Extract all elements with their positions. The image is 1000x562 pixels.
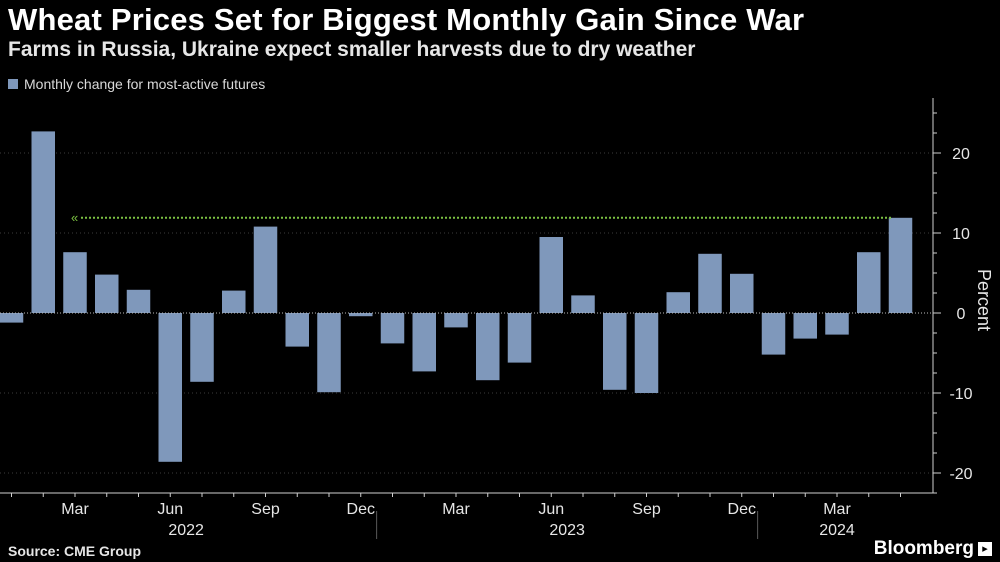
bloomberg-logo: Bloomberg ▸ [874,538,992,560]
bar [793,313,817,339]
bloomberg-terminal-icon: ▸ [978,542,992,556]
bar [31,131,55,313]
x-year-label: 2024 [819,522,855,539]
bar [730,273,754,313]
bar [63,252,87,313]
bar [95,274,119,313]
bar [634,313,659,393]
x-tick-label: Mar [823,501,851,518]
bar [761,313,786,355]
y-tick-label: 10 [952,226,970,243]
bar [253,226,278,313]
x-tick-label: Jun [538,501,564,518]
bar [222,290,246,313]
y-tick-label: -20 [949,466,972,483]
bar [126,289,151,313]
chart-title: Wheat Prices Set for Biggest Monthly Gai… [8,2,805,37]
legend-swatch [8,79,18,89]
bar [158,313,182,462]
y-tick-label: 0 [957,306,966,323]
x-tick-label: Dec [347,501,375,518]
bar [539,237,563,313]
brand-name: Bloomberg [873,538,974,559]
legend-label: Monthly change for most-active futures [24,76,266,92]
source-note: Source: CME Group [8,543,142,559]
bar [285,313,309,347]
bar [666,292,690,313]
x-tick-label: Mar [61,501,89,518]
bar [507,313,532,363]
bar [571,295,595,313]
bar [825,313,849,335]
bar [349,313,373,317]
y-axis-title: Percent [974,269,994,331]
bar [476,313,500,381]
bar [888,217,913,313]
x-year-label: 2022 [168,522,204,539]
x-tick-label: Mar [442,501,470,518]
x-tick-label: Sep [251,501,280,518]
bar [603,313,627,390]
reference-line-marker: « [71,210,78,225]
bar [317,313,341,393]
x-tick-label: Dec [728,501,756,518]
chart-subtitle: Farms in Russia, Ukraine expect smaller … [8,38,696,61]
bar [857,252,881,313]
bar [412,313,436,372]
bar [0,313,24,323]
x-tick-label: Jun [157,501,183,518]
y-tick-label: 20 [952,146,970,163]
bar [190,313,214,382]
y-tick-label: -10 [949,386,972,403]
x-tick-label: Sep [632,501,661,518]
bar [444,313,468,328]
legend: Monthly change for most-active futures [8,76,265,92]
bar [698,253,722,313]
x-year-label: 2023 [549,522,585,539]
bar [380,313,405,344]
